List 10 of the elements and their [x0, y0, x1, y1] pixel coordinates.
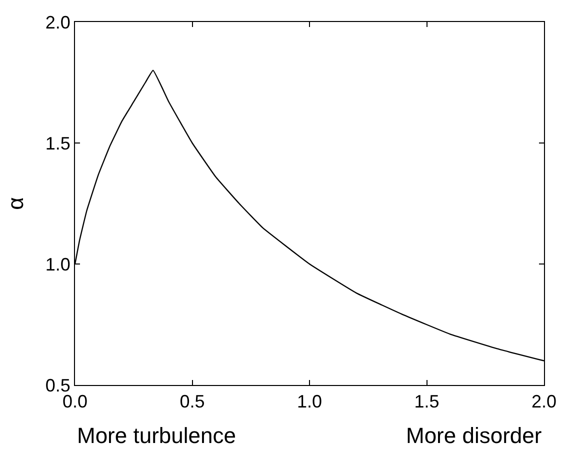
y-axis-title: α: [3, 196, 28, 210]
text: More turbulence: [77, 423, 236, 448]
y-tick-label: 1.5: [45, 133, 70, 154]
y-tick-label: 2.0: [45, 12, 70, 32]
x-tick-label: 1.0: [296, 392, 322, 412]
x-tick-label: 0.5: [180, 392, 205, 412]
text: More disorder: [406, 423, 542, 448]
x-tick-label: 1.5: [414, 392, 440, 412]
y-tick-label: 1.0: [45, 254, 70, 274]
x-tick-label: 2.0: [531, 392, 557, 412]
